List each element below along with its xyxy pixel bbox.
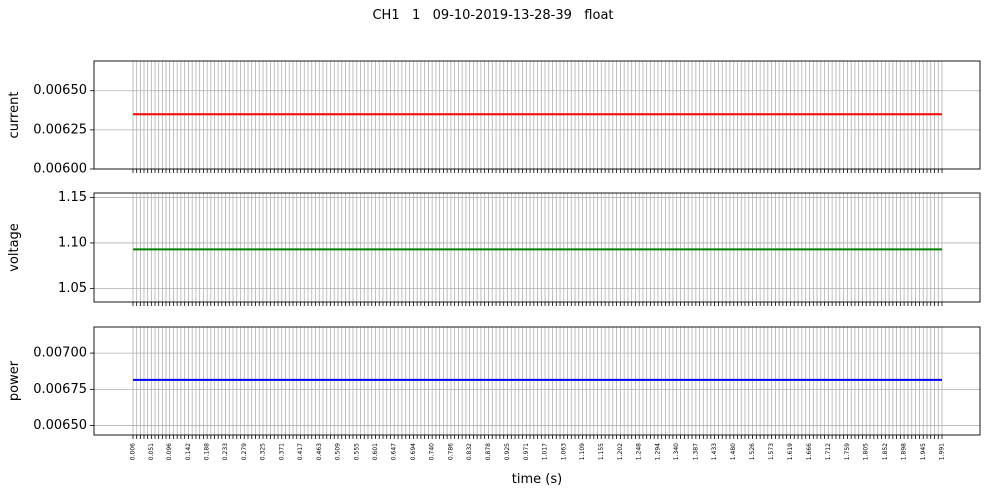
x-tick-label: 1.573 [768,443,775,460]
x-tick-label: 1.805 [863,443,870,460]
x-tick-label: 1.666 [806,443,813,460]
panel-voltage: 1.05 1.10 1.15 voltage [7,190,981,306]
y-tick-label: 1.05 [58,281,87,296]
y-tick-label: 0.00675 [33,382,87,397]
x-tick-label: 1.433 [711,443,718,460]
y-axis-label: voltage [7,223,22,272]
y-axis-label: power [7,360,22,401]
x-tick-label: 1.759 [844,443,851,460]
x-tick-label: 0.832 [466,443,473,460]
x-tick-label: 1.991 [939,443,946,460]
x-tick-label: 1.109 [579,443,586,460]
panel-current: 0.00600 0.00625 0.00650 current [7,60,981,177]
x-tick-label: 0.555 [353,443,360,460]
x-tick-label: 0.740 [429,443,436,460]
x-tick-label: 0.601 [372,443,379,460]
x-tick-label: 0.925 [504,443,511,460]
x-tick-label: 1.619 [787,443,794,460]
y-tick-label: 0.00600 [33,162,87,177]
x-tick-label: 1.017 [542,443,549,460]
x-tick-label: 0.325 [260,443,267,460]
x-grid-voltage [132,193,943,302]
x-tick-label: 0.279 [241,443,248,460]
x-tick-label: 1.945 [920,443,927,460]
x-tick-labels: 0.006 0.051 0.096 0.142 0.188 0.233 0.279 0.325… [130,443,946,460]
axes-frame [93,192,981,303]
x-tick-label: 1.063 [560,443,567,460]
axes-frame [93,326,981,436]
x-tick-label: 0.509 [335,443,342,460]
x-tick-label: 0.142 [185,443,192,460]
x-tick-label: 0.371 [278,443,285,460]
x-tick-label: 0.878 [485,443,492,460]
x-tick-label: 0.647 [391,443,398,460]
x-tick-label: 1.898 [901,443,908,460]
x-tick-label: 0.051 [148,443,155,460]
y-tick-label: 1.15 [58,190,87,205]
panel-power: 0.00650 0.00675 0.00700 power [7,326,981,439]
x-tick-label: 1.480 [730,443,737,460]
x-tick-label: 1.155 [598,443,605,460]
y-tick-label: 1.10 [58,235,87,250]
x-tick-label: 1.340 [673,443,680,460]
x-tick-label: 1.712 [825,443,832,460]
x-tick-label: 0.694 [410,443,417,460]
figure-title: CH1 1 09-10-2019-13-28-39 float [372,8,614,23]
y-tick-label: 0.00650 [33,83,87,98]
x-tick-label: 1.852 [882,443,889,460]
x-tick-label: 1.202 [617,443,624,460]
x-tick-label: 0.417 [297,443,304,460]
y-tick-label: 0.00700 [33,346,87,361]
x-tick-label: 0.188 [204,443,211,460]
x-tick-label: 0.233 [222,443,229,460]
y-tick-label: 0.00625 [33,122,87,137]
x-axis-label: time (s) [512,472,562,487]
x-tick-label: 1.387 [692,443,699,460]
x-grid-power [132,327,943,435]
x-tick-label: 0.786 [447,443,454,460]
y-tick-label: 0.00650 [33,418,87,433]
axes-frame [93,60,981,170]
x-tick-label: 0.463 [316,443,323,460]
x-tick-label: 0.971 [523,443,530,460]
x-tick-label: 1.248 [636,443,643,460]
x-tick-label: 1.294 [654,443,661,460]
y-axis-label: current [7,92,22,139]
x-tick-label: 0.006 [130,443,137,460]
x-tick-label: 0.096 [166,443,173,460]
x-tick-label: 1.526 [749,443,756,460]
